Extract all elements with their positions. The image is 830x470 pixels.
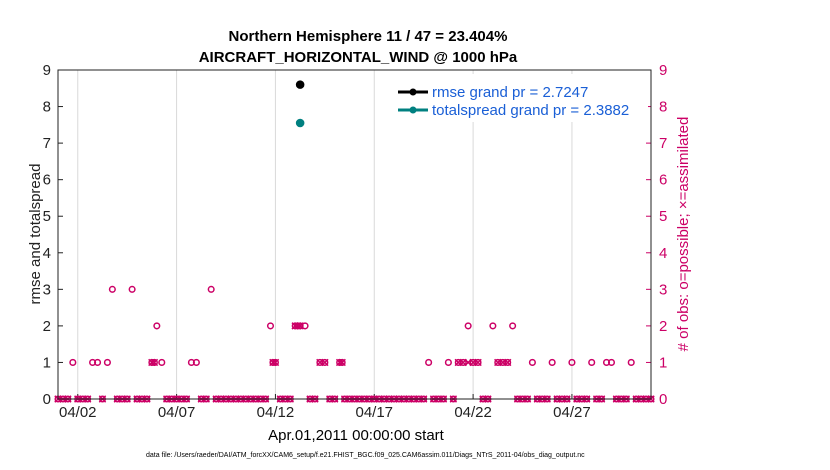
data-file-footer: data file: /Users/raeder/DAI/ATM_forcXX/…: [146, 452, 585, 459]
possible-obs-marker: [568, 358, 576, 366]
assimilated-obs-marker: [269, 358, 277, 367]
possible-obs-marker: [425, 358, 433, 366]
y-tick-label-left: 7: [43, 135, 51, 152]
y-tick-label-right: 5: [659, 208, 667, 225]
chart-marks: [54, 80, 655, 403]
possible-obs-marker: [444, 358, 452, 366]
x-tick-label: 04/17: [355, 404, 393, 421]
x-tick-label: 04/07: [158, 404, 196, 421]
x-tick-label: 04/22: [454, 404, 492, 421]
assimilated-obs-marker: [150, 358, 159, 367]
y-tick-label-right: 2: [659, 318, 667, 335]
y-tick-label-right: 6: [659, 172, 667, 189]
plot-frame: [57, 69, 652, 400]
y-tick-label-left: 3: [43, 281, 51, 298]
possible-obs-marker: [93, 358, 102, 366]
possible-obs-marker: [504, 358, 512, 366]
y-tick-label-left: 2: [43, 318, 51, 335]
totalspread-point: [295, 118, 305, 128]
assimilated-obs-marker: [321, 358, 329, 367]
x-axis-label: Apr.01,2011 00:00:00 start: [268, 427, 445, 444]
legend-totalspread-label: totalspread grand pr = 2.3882: [432, 102, 629, 119]
legend-rmse-label: rmse grand pr = 2.7247: [432, 84, 588, 101]
possible-obs-marker: [69, 358, 77, 366]
x-tick-label: 04/02: [59, 404, 97, 421]
chart-subtitle: AIRCRAFT_HORIZONTAL_WIND @ 1000 hPa: [199, 49, 518, 66]
assimilated-obs-marker: [293, 322, 302, 330]
y-tick-label-right: 3: [659, 281, 667, 298]
y-tick-label-left: 6: [43, 172, 51, 189]
y-tick-label-left: 5: [43, 208, 51, 225]
possible-obs-marker: [301, 322, 309, 330]
possible-obs-marker: [459, 358, 467, 366]
y-tick-label-left: 1: [43, 354, 51, 371]
possible-obs-marker: [464, 322, 472, 330]
y-tick-label-right: 8: [659, 99, 667, 116]
possible-obs-marker: [266, 322, 275, 330]
y-tick-label-right: 4: [659, 245, 667, 262]
possible-obs-marker: [108, 285, 116, 293]
y-tick-label-left: 0: [43, 391, 51, 408]
rmse-point: [295, 80, 305, 89]
y-tick-label-right: 7: [659, 135, 667, 152]
y-tick-label-left: 8: [43, 99, 51, 116]
grid-lines: [77, 70, 573, 399]
legend-totalspread-marker: [409, 106, 417, 114]
assimilated-obs-marker: [148, 358, 156, 367]
possible-obs-marker: [192, 358, 200, 366]
legend: rmse grand pr = 2.7247 totalspread grand…: [390, 74, 648, 122]
y-axis-label-right: # of obs: o=possible; ×=assimilated: [675, 117, 692, 352]
x-tick-label: 04/27: [553, 404, 591, 421]
possible-obs-marker: [489, 322, 497, 330]
axis-ticks: 04/02 04/07 04/12 04/17 04/22 04/27 0 0 1 1 2 2 3 3 4 4…: [43, 62, 668, 421]
assimilated-obs-marker: [338, 358, 346, 367]
possible-obs-marker: [588, 358, 596, 366]
possible-obs-marker: [321, 358, 329, 366]
chart-title: Northern Hemisphere 11 / 47 = 23.404%: [229, 28, 508, 45]
y-tick-label-right: 0: [659, 391, 667, 408]
y-tick-label-right: 1: [659, 354, 667, 371]
legend-box: [390, 74, 648, 122]
possible-obs-marker: [474, 358, 482, 366]
y-axis-label-left: rmse and totalspread: [27, 164, 44, 305]
possible-obs-marker: [153, 322, 161, 330]
possible-obs-marker: [207, 285, 215, 293]
y-tick-label-left: 4: [43, 245, 51, 262]
y-tick-label-right: 9: [659, 62, 667, 79]
possible-obs-marker: [627, 358, 635, 366]
possible-obs-marker: [158, 358, 166, 366]
possible-obs-marker: [528, 358, 536, 366]
possible-obs-marker: [607, 358, 616, 366]
possible-obs-marker: [509, 322, 517, 330]
assimilated-obs-marker: [335, 358, 344, 367]
assimilated-obs-marker: [296, 322, 304, 330]
assimilated-obs-marker: [503, 358, 512, 367]
y-tick-label-left: 9: [43, 62, 51, 79]
assimilated-obs-marker: [271, 358, 280, 367]
x-tick-label: 04/12: [257, 404, 295, 421]
possible-obs-marker: [103, 358, 111, 366]
possible-obs-marker: [548, 358, 556, 366]
assimilated-obs-marker: [474, 358, 482, 367]
legend-rmse-marker: [409, 88, 417, 96]
possible-obs-marker: [128, 285, 136, 293]
